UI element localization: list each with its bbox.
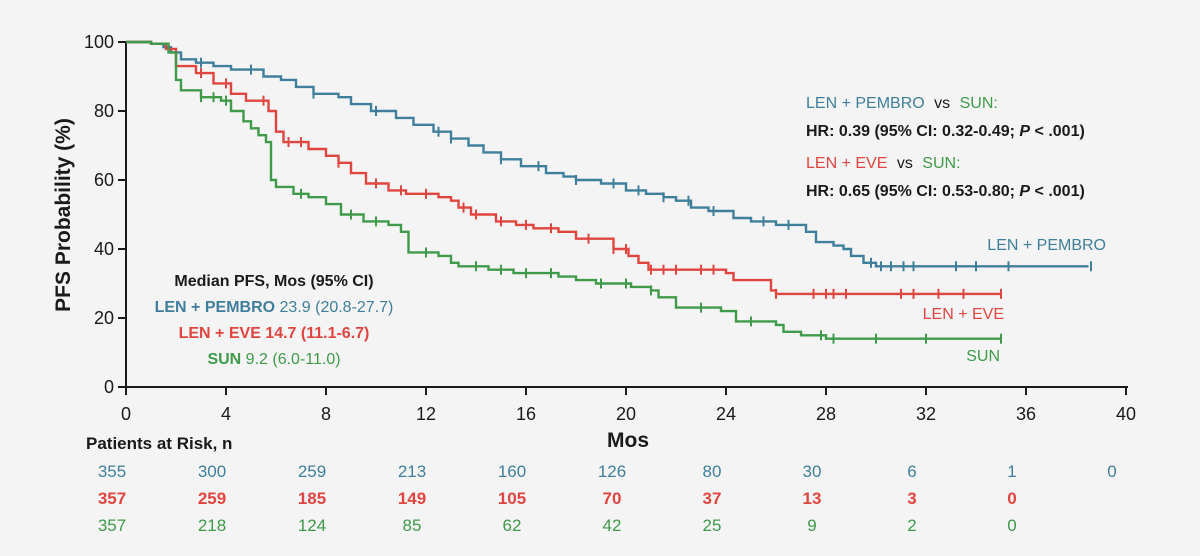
x-tick-label: 12 bbox=[416, 404, 436, 424]
at-risk-cell: 300 bbox=[198, 462, 226, 481]
hazard-ratio-annotation: LEN + PEMBRO vs SUN: HR: 0.39 (95% CI: 0… bbox=[806, 95, 1085, 200]
x-axis-label: Mos bbox=[607, 429, 649, 452]
at-risk-cell: 0 bbox=[1007, 489, 1016, 508]
hr1-arm-b: SUN: bbox=[960, 95, 998, 112]
x-tick-label: 32 bbox=[916, 404, 936, 424]
x-ticks: 0 4 8 12 16 20 24 28 32 36 40 bbox=[121, 387, 1136, 424]
at-risk-cell: 62 bbox=[503, 516, 522, 535]
at-risk-heading: Patients at Risk, n bbox=[86, 434, 232, 453]
y-ticks: 0 20 40 60 80 100 bbox=[84, 32, 126, 397]
hr1-vs: vs bbox=[934, 95, 950, 112]
median-pembro-value: 23.9 (20.8-27.7) bbox=[275, 299, 393, 316]
hr2-arm-a: LEN + EVE bbox=[806, 155, 887, 172]
hr-result-2: HR: 0.65 (95% CI: 0.53-0.80; P < .001) bbox=[806, 183, 1085, 200]
hr2-result-p: P bbox=[1019, 183, 1030, 200]
at-risk-cell: 0 bbox=[1007, 516, 1016, 535]
hr-comparison-1: LEN + PEMBRO vs SUN: bbox=[806, 95, 998, 112]
at-risk-cell: 160 bbox=[498, 462, 526, 481]
y-tick-label: 20 bbox=[94, 308, 114, 328]
hr2-result-prefix: HR: 0.65 (95% CI: 0.53-0.80; bbox=[806, 183, 1019, 200]
x-tick-label: 24 bbox=[716, 404, 736, 424]
median-eve-value: 14.7 (11.1-6.7) bbox=[261, 325, 370, 342]
x-tick-label: 40 bbox=[1116, 404, 1136, 424]
at-risk-cell: 357 bbox=[98, 516, 126, 535]
at-risk-cell: 25 bbox=[703, 516, 722, 535]
y-tick-label: 60 bbox=[94, 170, 114, 190]
axes: 0 4 8 12 16 20 24 28 32 36 40 0 20 40 60 80 100 bbox=[84, 32, 1136, 424]
at-risk-cell: 259 bbox=[298, 462, 326, 481]
x-tick-label: 4 bbox=[221, 404, 231, 424]
series-line-sun bbox=[126, 40, 1001, 340]
at-risk-cell: 37 bbox=[703, 489, 722, 508]
y-tick-label: 0 bbox=[104, 377, 114, 397]
at-risk-cell: 3 bbox=[907, 489, 916, 508]
series-line-eve bbox=[126, 40, 1001, 296]
y-axis-label: PFS Probability (%) bbox=[52, 118, 75, 312]
median-sun-value: 9.2 (6.0-11.0) bbox=[241, 351, 340, 368]
x-tick-label: 0 bbox=[121, 404, 131, 424]
hr1-result-suffix: < .001) bbox=[1030, 123, 1085, 140]
x-tick-label: 28 bbox=[816, 404, 836, 424]
median-sun-name: SUN bbox=[207, 351, 241, 368]
at-risk-cell: 42 bbox=[603, 516, 622, 535]
at-risk-cell: 6 bbox=[907, 462, 916, 481]
at-risk-cell: 0 bbox=[1107, 462, 1116, 481]
at-risk-cell: 124 bbox=[298, 516, 326, 535]
at-risk-cell: 1 bbox=[1007, 462, 1016, 481]
at-risk-cell: 218 bbox=[198, 516, 226, 535]
at-risk-cell: 259 bbox=[198, 489, 226, 508]
at-risk-cell: 2 bbox=[907, 516, 916, 535]
hr2-arm-b: SUN: bbox=[922, 155, 960, 172]
hr1-arm-a: LEN + PEMBRO bbox=[806, 95, 925, 112]
hr2-result-suffix: < .001) bbox=[1030, 183, 1085, 200]
curve-label-eve: LEN + EVE bbox=[923, 306, 1004, 323]
hr1-result-prefix: HR: 0.39 (95% CI: 0.32-0.49; bbox=[806, 123, 1019, 140]
series-line-pembro bbox=[126, 40, 1089, 268]
curve-label-pembro: LEN + PEMBRO bbox=[987, 237, 1106, 254]
at-risk-cell: 9 bbox=[807, 516, 816, 535]
x-tick-label: 16 bbox=[516, 404, 536, 424]
at-risk-cell: 13 bbox=[803, 489, 822, 508]
hr-result-1: HR: 0.39 (95% CI: 0.32-0.49; P < .001) bbox=[806, 123, 1085, 140]
x-tick-label: 20 bbox=[616, 404, 636, 424]
median-row-sun: SUN 9.2 (6.0-11.0) bbox=[207, 351, 340, 368]
at-risk-cell: 185 bbox=[298, 489, 326, 508]
x-tick-label: 8 bbox=[321, 404, 331, 424]
median-pfs-annotation: Median PFS, Mos (95% CI) LEN + PEMBRO 23… bbox=[155, 273, 394, 368]
y-tick-label: 80 bbox=[94, 101, 114, 121]
median-pembro-name: LEN + PEMBRO bbox=[155, 299, 275, 316]
at-risk-cell: 30 bbox=[803, 462, 822, 481]
curve-label-sun: SUN bbox=[966, 348, 1000, 365]
y-tick-label: 100 bbox=[84, 32, 114, 52]
at-risk-cell: 126 bbox=[598, 462, 626, 481]
median-row-pembro: LEN + PEMBRO 23.9 (20.8-27.7) bbox=[155, 299, 394, 316]
at-risk-cell: 357 bbox=[98, 489, 126, 508]
hr-comparison-2: LEN + EVE vs SUN: bbox=[806, 155, 961, 172]
survival-curves bbox=[126, 40, 1092, 344]
at-risk-cell: 213 bbox=[398, 462, 426, 481]
median-heading: Median PFS, Mos (95% CI) bbox=[174, 273, 373, 290]
at-risk-cell: 149 bbox=[398, 489, 426, 508]
hr1-result-p: P bbox=[1019, 123, 1030, 140]
x-tick-label: 36 bbox=[1016, 404, 1036, 424]
at-risk-cell: 355 bbox=[98, 462, 126, 481]
hr2-vs: vs bbox=[897, 155, 913, 172]
at-risk-cell: 80 bbox=[703, 462, 722, 481]
median-eve-name: LEN + EVE bbox=[179, 325, 262, 342]
at-risk-cell: 70 bbox=[603, 489, 622, 508]
median-row-eve: LEN + EVE 14.7 (11.1-6.7) bbox=[179, 325, 370, 342]
y-tick-label: 40 bbox=[94, 239, 114, 259]
at-risk-cell: 105 bbox=[498, 489, 526, 508]
at-risk-cell: 85 bbox=[403, 516, 422, 535]
